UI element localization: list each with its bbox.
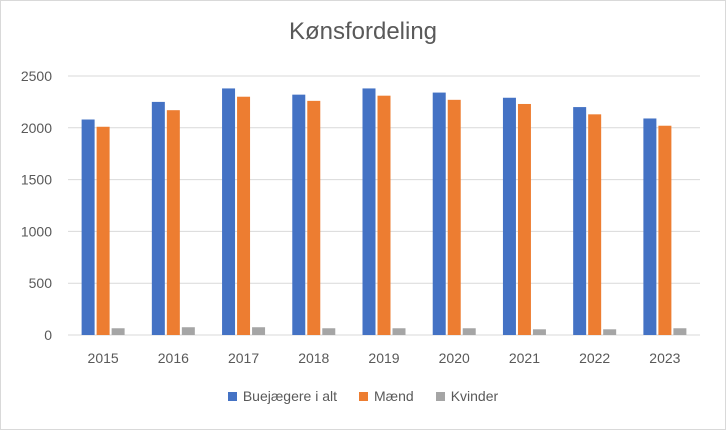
x-tick-label: 2016: [158, 350, 189, 366]
bar: [96, 126, 110, 335]
y-tick-label: 2000: [21, 120, 52, 136]
y-tick-label: 0: [44, 327, 52, 343]
bar: [392, 328, 406, 335]
bar: [658, 125, 672, 335]
bar: [462, 328, 476, 335]
bar: [181, 327, 195, 335]
x-tick-label: 2023: [649, 350, 680, 366]
x-tick-label: 2018: [298, 350, 329, 366]
bar: [307, 100, 321, 335]
bar: [222, 88, 236, 335]
legend-item: Mænd: [359, 388, 414, 404]
bar: [447, 99, 461, 335]
legend-swatch: [435, 391, 445, 401]
bar: [252, 327, 266, 335]
bar: [502, 97, 516, 335]
x-tick-label: 2017: [228, 350, 259, 366]
legend-swatch: [227, 391, 237, 401]
y-tick-label: 2500: [21, 68, 52, 84]
bar: [673, 328, 687, 335]
bar: [603, 329, 617, 335]
chart-legend: Buejægere i alt Mænd Kvinder: [0, 388, 726, 404]
x-tick-label: 2015: [88, 350, 119, 366]
bar: [237, 96, 251, 335]
bar: [573, 107, 587, 335]
bar: [166, 110, 180, 335]
chart-title: Kønsfordeling: [288, 18, 438, 45]
bar: [532, 329, 546, 335]
bar: [588, 114, 602, 335]
bar: [151, 101, 165, 336]
x-tick-label: 2020: [439, 350, 470, 366]
legend-item: Kvinder: [435, 388, 499, 404]
legend-swatch: [359, 391, 368, 401]
x-tick-label: 2019: [368, 350, 399, 366]
bar: [81, 119, 95, 336]
bar: [377, 95, 391, 336]
bar: [432, 92, 446, 336]
legend-item: Buejægere i alt: [227, 388, 337, 404]
bar: [292, 94, 306, 335]
bar: [643, 118, 657, 335]
legend-label: Buejægere i alt: [242, 388, 337, 404]
y-tick-label: 1500: [21, 172, 52, 188]
x-tick-label: 2022: [579, 350, 610, 366]
bar: [362, 88, 376, 335]
y-tick-label: 500: [29, 275, 53, 291]
x-tick-label: 2021: [509, 350, 540, 366]
bar: [111, 328, 125, 335]
y-tick-label: 1000: [21, 223, 52, 239]
bar: [322, 328, 336, 335]
legend-label: Mænd: [374, 388, 414, 404]
legend-label: Kvinder: [450, 388, 499, 404]
bar: [517, 103, 531, 335]
